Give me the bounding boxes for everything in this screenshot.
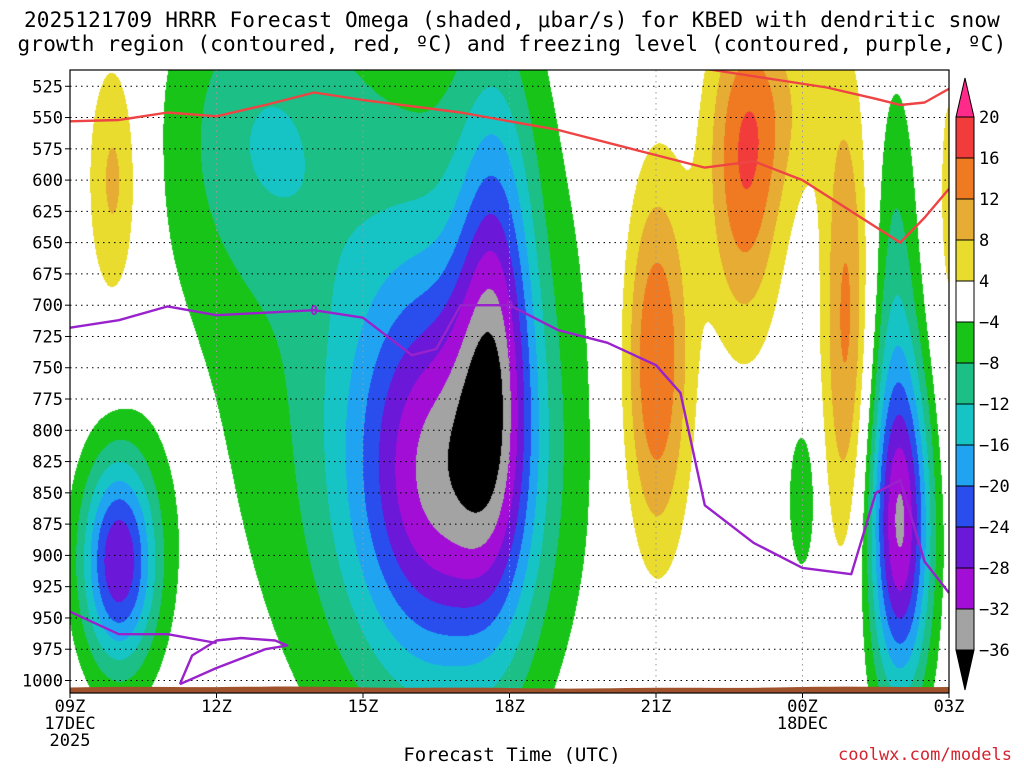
x-tick-label: 2025: [49, 731, 91, 751]
y-tick-label: 875: [32, 515, 63, 535]
x-tick-label: 15Z: [347, 697, 379, 717]
colorbar-band: [955, 444, 975, 487]
contour-line: [705, 70, 949, 107]
colorbar-band: [955, 116, 975, 159]
colorbar-label: −8: [979, 354, 999, 374]
contour-line: [70, 304, 949, 594]
y-tick-label: 625: [32, 202, 63, 222]
ground-fill: [70, 686, 949, 693]
colorbar-label: −36: [979, 641, 1010, 661]
x-tick-label: 18Z: [494, 697, 525, 717]
colorbar-label: −32: [979, 600, 1010, 620]
y-tick-label: 925: [32, 578, 63, 598]
colorbar-label: −28: [979, 559, 1010, 579]
colorbar-label: −16: [979, 436, 1010, 456]
freezing-level-label: 0: [506, 299, 514, 314]
colorbar-band: [955, 567, 975, 610]
y-tick-label: 975: [32, 640, 63, 660]
contour-lines: [70, 70, 949, 686]
y-axis: 525 550 575 600 625 650 675 700 725 750 775 800 825 8…: [22, 77, 70, 691]
y-tick-label: 650: [32, 234, 63, 254]
colorbar-label: −4: [979, 313, 999, 333]
colorbar-band: [955, 485, 975, 528]
x-tick-label: 00Z: [787, 697, 818, 717]
x-tick-label: 12Z: [201, 697, 232, 717]
colorbar-band: [955, 403, 975, 446]
colorbar: 20 16 12 8 4 −4 −8 −12 −16 −20 −24 −28 −32 −36: [955, 77, 1010, 691]
freezing-level-label: 0: [310, 304, 318, 319]
colorbar-band: [955, 526, 975, 569]
contour-line: [178, 636, 289, 686]
y-tick-label: 575: [32, 140, 63, 160]
colorbar-label: 4: [979, 272, 989, 292]
x-axis-label: Forecast Time (UTC): [403, 744, 621, 766]
credit-text: coolwx.com/models: [838, 745, 1012, 765]
colorbar-band: [955, 321, 975, 364]
x-tick-label: 09Z: [54, 697, 86, 717]
x-tick-label: 17DEC: [44, 714, 96, 734]
colorbar-label: −12: [979, 395, 1010, 415]
y-tick-label: 900: [32, 546, 63, 566]
y-tick-label: 825: [32, 453, 63, 473]
gridlines: [70, 70, 949, 693]
colorbar-band: [955, 239, 975, 282]
omega-shading: [70, 70, 949, 693]
y-tick-label: 600: [32, 171, 63, 191]
colorbar-band: [955, 608, 975, 651]
x-tick-label: 18DEC: [776, 714, 829, 734]
y-tick-label: 550: [32, 109, 63, 129]
colorbar-band: [955, 157, 975, 200]
colorbar-band: [955, 280, 975, 323]
y-tick-label: 950: [32, 609, 63, 629]
y-tick-label: 700: [32, 296, 63, 316]
y-tick-label: 850: [32, 484, 63, 504]
x-tick-label: 21Z: [640, 697, 672, 717]
colorbar-label: −20: [979, 477, 1010, 497]
x-tick-label: 03Z: [933, 697, 965, 717]
chart-title-line-2: growth region (contoured, red, ºC) and f…: [17, 32, 1007, 56]
colorbar-label: 20: [979, 108, 999, 128]
y-tick-label: 750: [32, 359, 63, 379]
y-tick-label: 775: [32, 390, 63, 410]
colorbar-band: [955, 362, 975, 405]
colorbar-label: 16: [979, 149, 999, 169]
y-tick-label: 800: [32, 421, 63, 441]
colorbar-bottom-arrow: [955, 649, 975, 691]
chart-title-line-1: 2025121709 HRRR Forecast Omega (shaded, …: [23, 8, 1001, 32]
colorbar-top-arrow: [955, 77, 975, 118]
colorbar-label: −24: [979, 518, 1010, 538]
y-tick-label: 1000: [22, 671, 63, 691]
contour-line: [70, 610, 217, 645]
y-tick-label: 675: [32, 265, 63, 285]
contour-line: [70, 91, 949, 244]
colorbar-label: 8: [979, 231, 989, 251]
colorbar-label: 12: [979, 190, 999, 210]
colorbar-band: [955, 198, 975, 241]
ground-terrain: [70, 686, 949, 693]
y-tick-label: 725: [32, 327, 63, 347]
y-tick-label: 525: [32, 77, 63, 97]
